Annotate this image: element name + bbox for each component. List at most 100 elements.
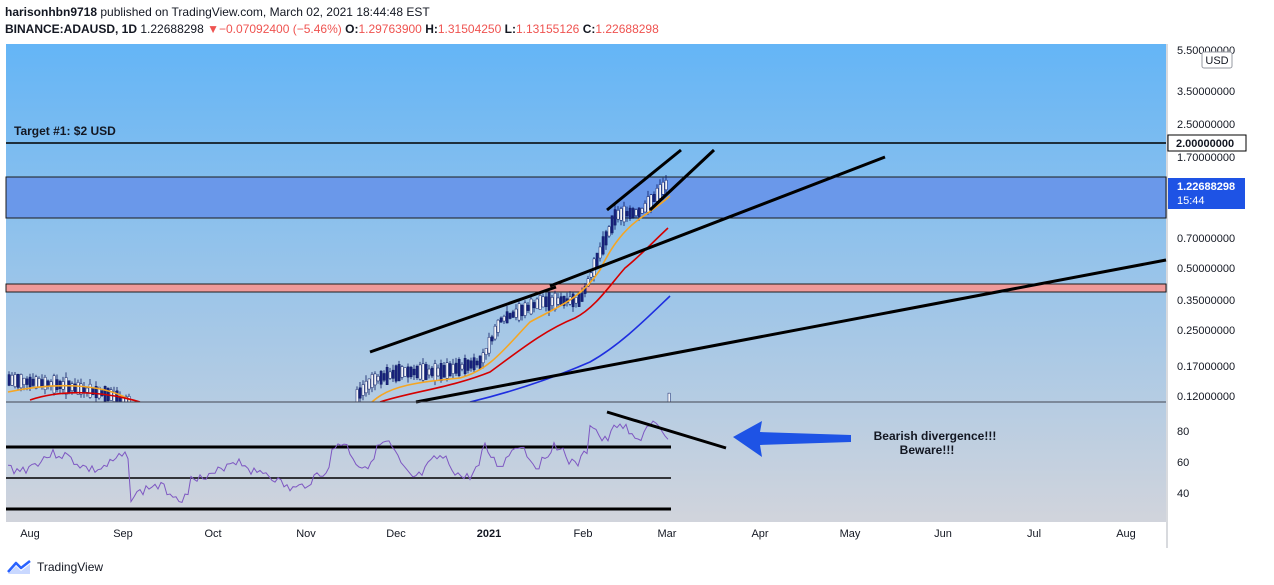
ema-slow-line	[469, 295, 671, 402]
price-tick-label: 0.50000000	[1177, 263, 1235, 275]
ema-fast-line	[7, 195, 671, 402]
candle-body	[355, 389, 359, 402]
target-annotation[interactable]: Target #1: $2 USD	[14, 124, 116, 138]
time-axis-label: Apr	[751, 528, 768, 540]
candle-body	[532, 302, 536, 309]
time-axis-label: May	[840, 528, 861, 540]
candle-body	[31, 378, 35, 386]
candle-body	[646, 196, 650, 213]
chart-container[interactable]: Target #1: $2 USD Bearish divergence!!! …	[5, 43, 1268, 548]
footer-brand: TradingView	[37, 560, 104, 574]
candle-body	[55, 379, 59, 390]
candle-body	[604, 231, 608, 246]
candle-body	[421, 363, 425, 381]
open-label: O:	[345, 22, 359, 36]
high-label: H:	[425, 22, 438, 36]
candle-body	[538, 295, 542, 310]
author-name[interactable]: harisonhbn9718	[5, 5, 98, 19]
last-price: 1.22688298	[140, 22, 204, 36]
candle-body	[463, 358, 467, 374]
tradingview-footer[interactable]: TradingView	[6, 557, 103, 577]
symbol-legend: BINANCE:ADAUSD, 1D 1.22688298 ▼−0.070924…	[5, 22, 659, 36]
candle-body	[511, 311, 515, 318]
candle-body	[469, 360, 473, 369]
candle-body	[385, 367, 389, 385]
rsi-tick-label: 60	[1177, 457, 1189, 469]
time-scale[interactable]	[6, 522, 1166, 548]
divergence-annotation-line2[interactable]: Beware!!!	[900, 443, 955, 457]
price-tick-label: 0.12000000	[1177, 391, 1235, 403]
close-value: 1.22688298	[595, 22, 659, 36]
price-tick-label: 0.35000000	[1177, 295, 1235, 307]
current-price-label[interactable]: 1.22688298 15:44	[1168, 178, 1245, 209]
candle-body	[649, 194, 653, 208]
candle-body	[70, 383, 74, 391]
trendline-middle[interactable]	[549, 155, 886, 288]
candle-body	[382, 373, 386, 381]
candle-body	[562, 295, 566, 306]
price-tick-label: 1.70000000	[1177, 152, 1235, 164]
candle-body	[364, 380, 368, 394]
candle-body	[10, 374, 14, 386]
candle-body	[445, 362, 449, 379]
candle-body	[613, 209, 617, 226]
wedge-upper-line[interactable]	[606, 148, 682, 212]
price-tick-label: 0.70000000	[1177, 233, 1235, 245]
candle-body	[598, 246, 602, 259]
price-tick-label: 0.17000000	[1177, 361, 1235, 373]
divergence-line[interactable]	[606, 410, 727, 450]
candle-body	[499, 317, 503, 323]
target-price-label[interactable]: 2.00000000	[1167, 134, 1247, 152]
divergence-annotation-line1[interactable]: Bearish divergence!!!	[874, 429, 997, 443]
candle-body	[400, 366, 404, 378]
candle-body	[637, 207, 641, 217]
trendline-upper-channel[interactable]	[369, 285, 557, 354]
candle-body	[643, 203, 647, 213]
chart-background	[6, 44, 1166, 522]
candle-body	[418, 364, 422, 380]
time-axis-label: Jul	[1027, 528, 1041, 540]
candle-body	[553, 292, 557, 310]
price-tick-label: 2.50000000	[1177, 119, 1235, 131]
main-pane[interactable]: Target #1: $2 USD	[5, 124, 1167, 411]
candle-body	[412, 368, 416, 376]
candle-body	[397, 364, 401, 382]
rsi-pane[interactable]: Bearish divergence!!! Beware!!!	[6, 410, 997, 511]
time-axis-label: Aug	[20, 528, 40, 540]
ema-mid-line	[29, 227, 669, 402]
time-axis-label: Feb	[574, 528, 593, 540]
candle-body	[97, 386, 101, 399]
candle-body	[652, 193, 656, 202]
arrow-left-icon[interactable]	[733, 421, 851, 457]
trendline-lower[interactable]	[415, 258, 1167, 404]
candle-body	[634, 209, 638, 216]
chart-svg[interactable]: Target #1: $2 USD Bearish divergence!!! …	[5, 43, 1268, 548]
candle-body	[88, 383, 92, 398]
time-axis-label: Jun	[934, 528, 952, 540]
low-label: L:	[504, 22, 516, 36]
published-text: published on TradingView.com, March 02, …	[100, 5, 430, 19]
candle-body	[415, 365, 419, 379]
price-scale[interactable]	[1167, 44, 1268, 522]
candle-body	[394, 365, 398, 382]
candle-body	[595, 252, 599, 268]
candle-body	[484, 348, 488, 355]
candle-body	[451, 364, 455, 374]
candle-body	[628, 207, 632, 219]
moving-averages	[7, 195, 671, 402]
support-zone-blue[interactable]	[5, 176, 1167, 219]
candle-body	[442, 365, 446, 378]
candle-body	[541, 296, 545, 308]
candle-body	[7, 374, 11, 386]
candle-body	[430, 367, 434, 377]
tradingview-logo-icon	[7, 560, 31, 574]
usd-badge[interactable]: USD	[1201, 51, 1233, 69]
wedge-lower-line[interactable]	[648, 148, 716, 212]
symbol-title[interactable]: BINANCE:ADAUSD, 1D	[5, 22, 138, 36]
candle-body	[367, 378, 371, 390]
candle-body	[622, 205, 626, 223]
candle-body	[436, 367, 440, 377]
candle-body	[631, 208, 635, 218]
price-tick-label: 3.50000000	[1177, 86, 1235, 98]
candle-body	[358, 387, 362, 399]
